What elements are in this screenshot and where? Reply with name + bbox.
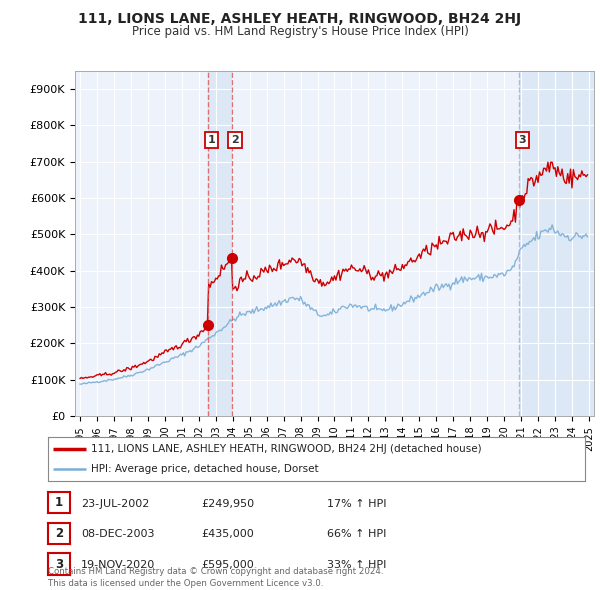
Text: £249,950: £249,950 (201, 499, 254, 509)
Text: 66% ↑ HPI: 66% ↑ HPI (327, 529, 386, 539)
Text: 111, LIONS LANE, ASHLEY HEATH, RINGWOOD, BH24 2HJ: 111, LIONS LANE, ASHLEY HEATH, RINGWOOD,… (79, 12, 521, 26)
Text: 1: 1 (55, 496, 63, 509)
Text: 23-JUL-2002: 23-JUL-2002 (81, 499, 149, 509)
Text: HPI: Average price, detached house, Dorset: HPI: Average price, detached house, Dors… (91, 464, 319, 474)
Text: Contains HM Land Registry data © Crown copyright and database right 2024.
This d: Contains HM Land Registry data © Crown c… (48, 568, 383, 588)
Bar (208, 71, 232, 416)
Text: 111, LIONS LANE, ASHLEY HEATH, RINGWOOD, BH24 2HJ (detached house): 111, LIONS LANE, ASHLEY HEATH, RINGWOOD,… (91, 444, 482, 454)
Text: 17% ↑ HPI: 17% ↑ HPI (327, 499, 386, 509)
Text: 3: 3 (518, 135, 526, 145)
Text: 3: 3 (55, 558, 63, 571)
Text: 2: 2 (231, 135, 239, 145)
Bar (519, 71, 594, 416)
Text: 2: 2 (55, 527, 63, 540)
Text: 08-DEC-2003: 08-DEC-2003 (81, 529, 155, 539)
Text: 1: 1 (208, 135, 215, 145)
Text: 33% ↑ HPI: 33% ↑ HPI (327, 560, 386, 570)
Text: 19-NOV-2020: 19-NOV-2020 (81, 560, 155, 570)
Text: £595,000: £595,000 (201, 560, 254, 570)
Text: £435,000: £435,000 (201, 529, 254, 539)
Text: Price paid vs. HM Land Registry's House Price Index (HPI): Price paid vs. HM Land Registry's House … (131, 25, 469, 38)
